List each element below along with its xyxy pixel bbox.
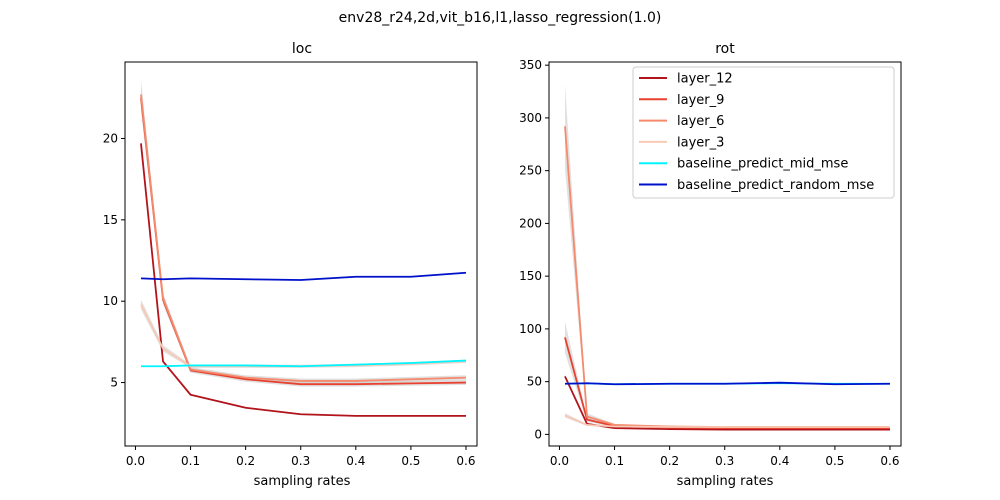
x-axis-label-loc: sampling rates [254,474,351,489]
series-line-baseline_predict_mid_mse [140,359,467,368]
series-line-baseline_predict_random_mse [564,381,890,386]
x-tick-label: 0.6 [880,454,899,468]
x-tick-label: 0.1 [181,454,200,468]
y-tick-label: 150 [519,269,542,283]
legend-label-layer_3: layer_3 [677,135,724,150]
legend-box [632,66,895,199]
y-tick-label: 350 [519,58,542,72]
x-tick-label: 0.2 [660,454,679,468]
chart-rot: rot sampling rates 0.0 0.1 0.2 0.3 0.4 0.5 0.6… [519,41,902,489]
x-tick-label: 0.0 [550,454,569,468]
y-tick-label: 200 [519,216,542,230]
figure-suptitle: env28_r24,2d,vit_b16,l1,lasso_regression… [339,10,662,26]
plot-area [564,84,890,431]
x-tick-label: 0.1 [605,454,624,468]
x-tick-label: 0.6 [456,454,475,468]
y-tick-label: 250 [519,164,542,178]
y-tick-label: 100 [519,322,542,336]
y-tick-label: 5 [110,376,118,390]
y-tick-label: 300 [519,111,542,125]
x-tick-label: 0.5 [825,454,844,468]
legend-label-layer_9: layer_9 [677,93,724,108]
y-tick-label: 20 [103,131,118,145]
x-tick-label: 0.4 [770,454,789,468]
series-line-baseline_predict_random_mse [140,271,467,281]
y-tick-label: 50 [527,375,542,389]
x-tick-label: 0.5 [401,454,420,468]
y-tick-label: 10 [103,294,118,308]
x-axis-label-rot: sampling rates [677,474,774,489]
y-tick-label: 15 [103,213,118,227]
x-tick-label: 0.0 [126,454,145,468]
x-tick-label: 0.3 [715,454,734,468]
plot-area [140,79,467,417]
legend-label-baseline_predict_random_mse: baseline_predict_random_mse [677,178,874,193]
legend-label-layer_6: layer_6 [677,114,724,129]
chart-loc: loc sampling rates 0.0 0.1 0.2 0.3 0.4 0.5 0.6… [103,41,478,489]
x-tick-label: 0.4 [346,454,365,468]
x-tick-label: 0.2 [236,454,255,468]
chart-title-rot: rot [715,41,735,57]
y-tick-label: 0 [534,427,542,441]
legend-label-layer_12: layer_12 [677,72,733,87]
x-tick-label: 0.3 [291,454,310,468]
chart-title-loc: loc [292,41,312,57]
legend: layer_12 layer_9 layer_6 layer_3 baseline_pr… [632,66,895,199]
legend-label-baseline_predict_mid_mse: baseline_predict_mid_mse [677,157,848,172]
series-line-layer_6 [140,94,467,382]
series-line-layer_3 [564,414,890,428]
